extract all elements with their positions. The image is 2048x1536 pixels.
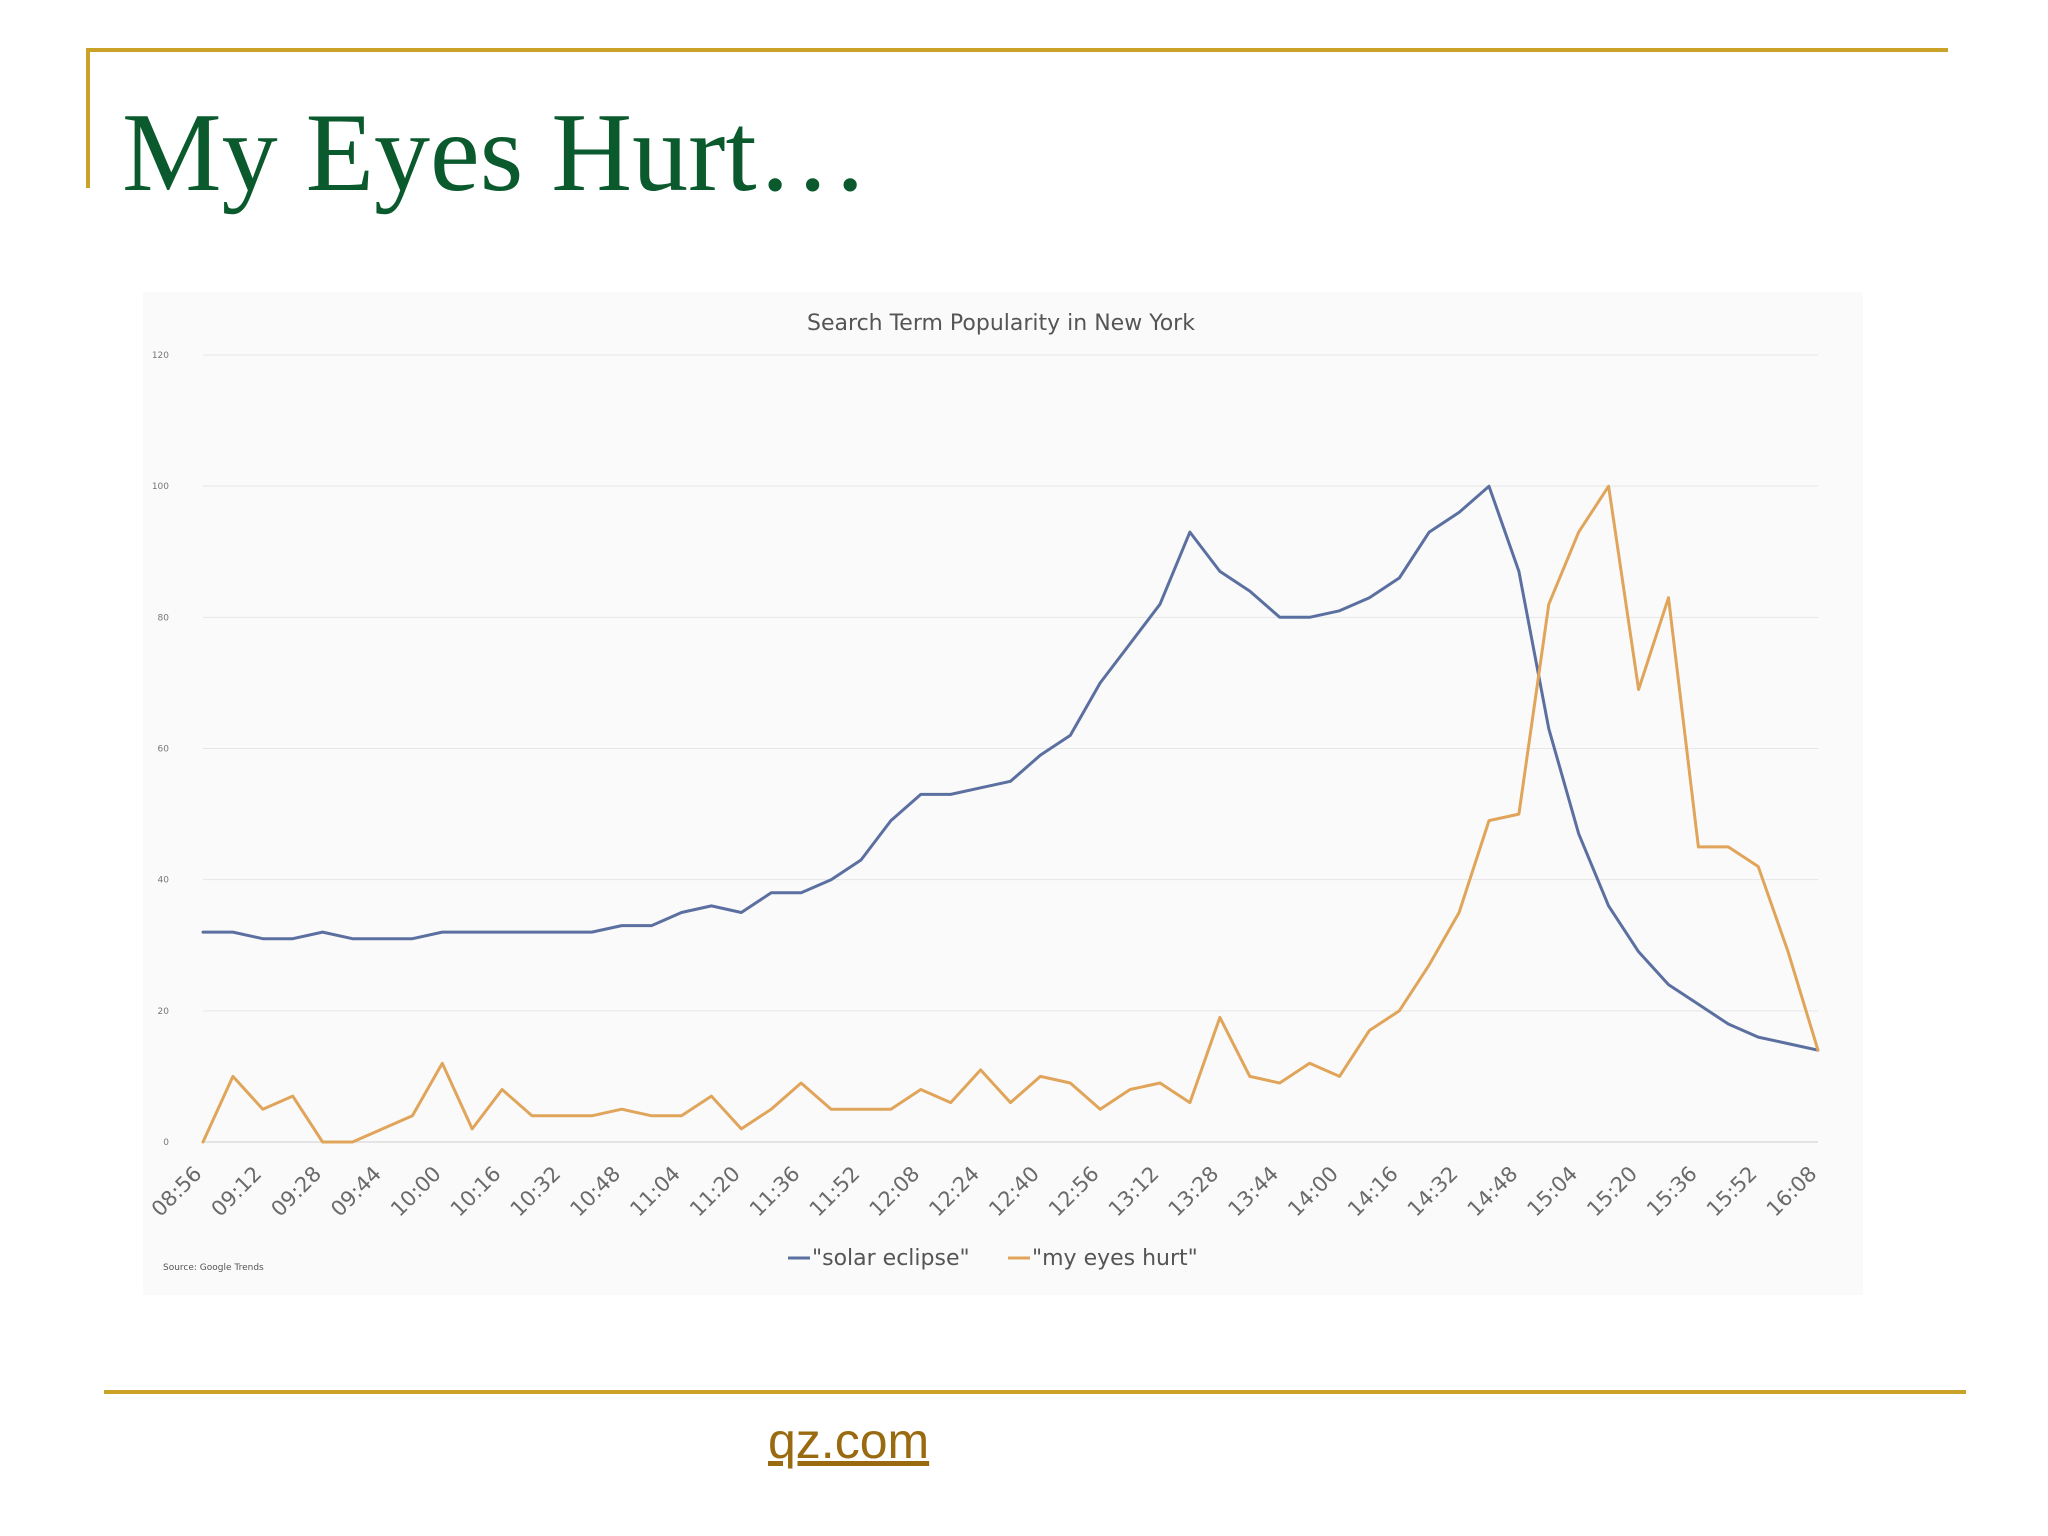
- slide-title: My Eyes Hurt…: [122, 91, 869, 215]
- line-chart: Search Term Popularity in New York 0 20 40…: [147, 311, 1822, 1273]
- x-tick-label: 15:20: [1582, 1162, 1642, 1222]
- x-tick-label: 16:08: [1762, 1162, 1822, 1222]
- y-tick-label: 80: [158, 613, 170, 623]
- chart-title: Search Term Popularity in New York: [807, 311, 1195, 336]
- x-tick-label: 09:44: [326, 1162, 386, 1222]
- x-tick-label: 15:04: [1523, 1162, 1583, 1222]
- x-tick-label: 15:36: [1642, 1162, 1702, 1222]
- y-tick-label: 0: [163, 1138, 169, 1148]
- x-tick-label: 12:40: [984, 1162, 1044, 1222]
- x-tick-label: 13:12: [1104, 1162, 1164, 1222]
- x-tick-label: 14:00: [1283, 1162, 1343, 1222]
- x-tick-label: 13:28: [1164, 1162, 1224, 1222]
- x-tick-label: 12:56: [1044, 1162, 1104, 1222]
- top-rule: [86, 48, 1948, 52]
- legend-label-2: "my eyes hurt": [1032, 1246, 1198, 1271]
- y-tick-label: 120: [152, 351, 169, 361]
- series-line-2: [201, 484, 1820, 1144]
- y-tick-label: 100: [152, 482, 169, 492]
- x-tick-label: 11:52: [805, 1162, 865, 1222]
- series-line-1: [201, 484, 1820, 1052]
- x-tick-label: 10:16: [446, 1162, 506, 1222]
- chart-container: Search Term Popularity in New York 0 20 40…: [143, 292, 1863, 1295]
- x-tick-label: 12:24: [924, 1162, 984, 1222]
- chart-source-note: Source: Google Trends: [163, 1263, 264, 1273]
- left-rule: [86, 48, 90, 188]
- x-tick-label: 14:48: [1463, 1162, 1523, 1222]
- x-tick-label: 15:52: [1702, 1162, 1762, 1222]
- legend-label-1: "solar eclipse": [812, 1246, 970, 1271]
- x-tick-label: 11:36: [745, 1162, 805, 1222]
- y-tick-label: 60: [158, 745, 170, 755]
- x-tick-label: 09:28: [266, 1162, 326, 1222]
- y-tick-label: 20: [158, 1007, 170, 1017]
- x-tick-label: 11:20: [685, 1162, 745, 1222]
- y-tick-label: 40: [158, 876, 170, 886]
- x-tick-label: 14:32: [1403, 1162, 1463, 1222]
- x-tick-label: 08:56: [147, 1162, 207, 1222]
- x-tick-label: 09:12: [207, 1162, 267, 1222]
- bottom-rule: [104, 1390, 1966, 1394]
- x-tick-label: 11:04: [625, 1162, 685, 1222]
- x-tick-label: 14:16: [1343, 1162, 1403, 1222]
- x-tick-label: 10:48: [565, 1162, 625, 1222]
- x-tick-label: 10:00: [386, 1162, 446, 1222]
- x-tick-label: 10:32: [506, 1162, 566, 1222]
- x-tick-label: 12:08: [865, 1162, 925, 1222]
- x-tick-label: 13:44: [1223, 1162, 1283, 1222]
- source-link[interactable]: qz.com: [768, 1413, 930, 1469]
